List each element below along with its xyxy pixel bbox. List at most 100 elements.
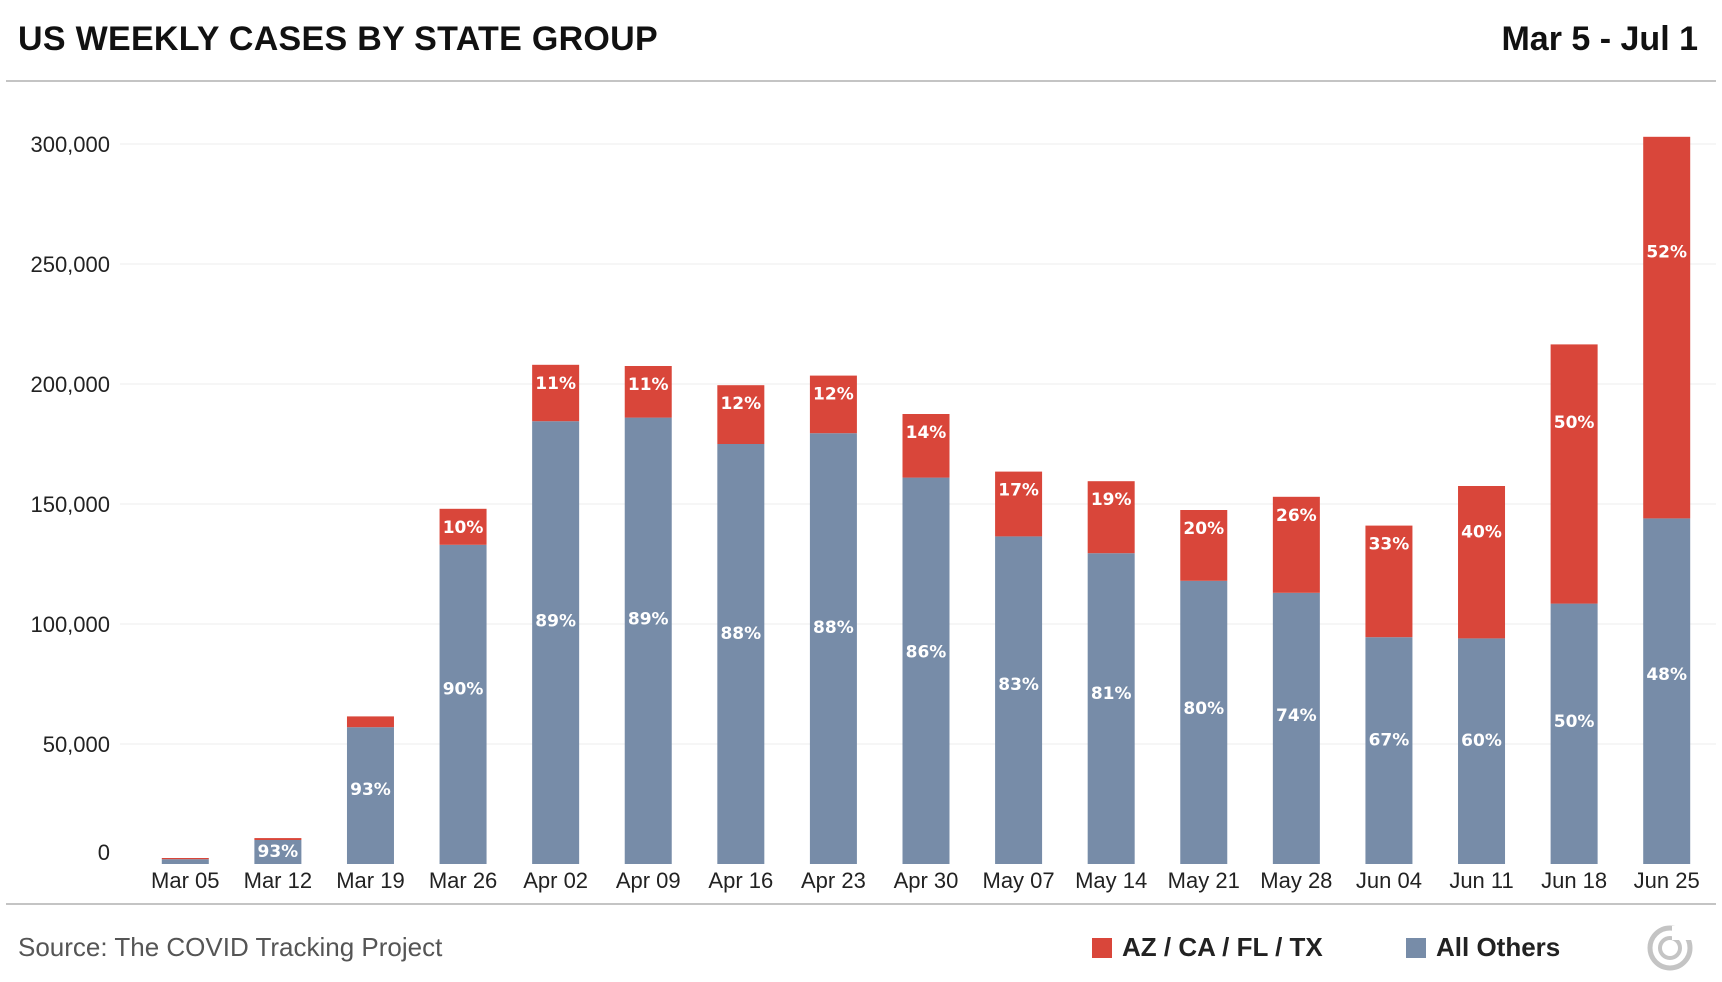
x-tick-label: Mar 19 [336,868,404,893]
bar-az-ca-fl-tx [717,385,765,444]
bar-az-ca-fl-tx [624,366,672,418]
data-label-az-ca-fl-tx: 12% [720,394,761,414]
data-label-all-others: 86% [906,642,947,662]
x-tick-label: Mar 12 [244,868,312,893]
data-label-all-others: 88% [813,618,854,638]
x-tick-label: Jun 18 [1541,868,1607,893]
bar-all-others [254,840,302,864]
bar-all-others [346,727,394,864]
bar-all-others [1272,592,1320,864]
bar-all-others [439,544,487,864]
x-tick-label: Mar 05 [151,868,219,893]
x-tick-label: May 07 [983,868,1055,893]
date-range: Mar 5 - Jul 1 [1501,20,1698,58]
bar-all-others [1643,518,1691,864]
bar-all-others [532,421,580,864]
bar-az-ca-fl-tx [532,364,580,422]
y-tick-label: 250,000 [30,252,110,277]
x-tick-label: May 28 [1260,868,1332,893]
data-label-all-others: 89% [628,609,669,629]
y-axis: 0 50,000 100,000 150,000 200,000 250,000 300,0… [30,132,110,865]
data-label-all-others: 80% [1183,699,1224,719]
data-label-all-others: 93% [350,780,391,800]
bar-az-ca-fl-tx [1365,525,1413,638]
bar-az-ca-fl-tx [254,838,302,840]
data-label-all-others: 50% [1554,712,1595,732]
data-label-all-others: 89% [535,611,576,631]
x-tick-label: Jun 11 [1449,868,1513,893]
bar-az-ca-fl-tx [1458,486,1506,639]
x-tick-label: Apr 16 [708,868,773,893]
x-tick-label: May 14 [1075,868,1147,893]
bar-az-ca-fl-tx [346,716,394,728]
data-label-az-ca-fl-tx: 26% [1276,506,1317,526]
legend-label-az-ca-fl-tx: AZ / CA / FL / TX [1122,932,1323,962]
y-tick-label: 200,000 [30,372,110,397]
bar-az-ca-fl-tx [161,858,209,860]
y-tick-label: 0 [98,840,110,865]
bar-all-others [809,433,857,864]
x-tick-label: Jun 25 [1634,868,1700,893]
bar-az-ca-fl-tx [1643,136,1691,519]
x-tick-label: Apr 30 [894,868,959,893]
legend-swatch-all-others [1406,937,1426,958]
legend-label-all-others: All Others [1436,932,1561,962]
x-axis: Mar 05 Mar 12 Mar 19 Mar 26 Apr 02 Apr 09 Apr … [151,868,1700,893]
bar-all-others [161,859,209,864]
bar-az-ca-fl-tx [1180,510,1228,581]
data-label-all-others: 48% [1646,665,1687,685]
bars: 93% 93% 90% 10% 89% 11% 89% 11% 88% 12% 88% 12% 86% 1… [161,136,1691,864]
y-tick-label: 300,000 [30,132,110,157]
bar-all-others [1365,637,1413,864]
data-label-az-ca-fl-tx: 20% [1183,519,1224,539]
legend-item-all-others: All Others [1406,932,1560,963]
bar-all-others [1180,580,1228,864]
bar-az-ca-fl-tx [1272,496,1320,593]
bar-all-others [902,477,950,864]
data-label-all-others: 93% [258,842,299,862]
data-label-all-others: 81% [1091,684,1132,704]
data-label-az-ca-fl-tx: 52% [1646,242,1687,262]
bar-all-others [624,417,672,864]
x-tick-label: Apr 09 [616,868,681,893]
bar-all-others [1550,603,1598,864]
data-label-all-others: 88% [720,624,761,644]
data-label-az-ca-fl-tx: 11% [628,375,669,395]
data-label-az-ca-fl-tx: 50% [1554,413,1595,433]
data-label-all-others: 90% [443,679,484,699]
chart-title: US WEEKLY CASES BY STATE GROUP [18,20,659,58]
bar-az-ca-fl-tx [439,508,487,545]
source-note: Source: The COVID Tracking Project [18,932,443,962]
x-tick-label: May 21 [1168,868,1240,893]
data-label-az-ca-fl-tx: 14% [906,423,947,443]
data-label-az-ca-fl-tx: 17% [998,481,1039,501]
x-tick-label: Jun 04 [1356,868,1422,893]
y-tick-label: 100,000 [30,612,110,637]
y-tick-label: 150,000 [30,492,110,517]
legend-swatch-az-ca-fl-tx [1092,937,1112,958]
data-label-az-ca-fl-tx: 11% [535,374,576,394]
data-label-all-others: 67% [1369,730,1410,750]
data-label-az-ca-fl-tx: 33% [1369,535,1410,555]
bar-all-others [1458,638,1506,864]
data-label-az-ca-fl-tx: 40% [1461,523,1502,543]
x-tick-label: Mar 26 [429,868,497,893]
covid-tracking-logo-icon [1647,925,1694,971]
bar-az-ca-fl-tx [809,375,857,434]
bar-all-others [995,536,1043,864]
bar-az-ca-fl-tx [995,471,1043,537]
data-label-az-ca-fl-tx: 10% [443,518,484,538]
x-tick-label: Apr 02 [523,868,588,893]
data-label-all-others: 83% [998,675,1039,695]
x-tick-label: Apr 23 [801,868,866,893]
y-tick-label: 50,000 [43,732,110,757]
data-label-az-ca-fl-tx: 12% [813,385,854,405]
data-label-all-others: 74% [1276,706,1317,726]
bar-az-ca-fl-tx [902,414,950,478]
data-label-all-others: 60% [1461,731,1502,751]
data-label-az-ca-fl-tx: 19% [1091,490,1132,510]
bar-az-ca-fl-tx [1550,344,1598,604]
bar-all-others [1087,553,1135,864]
legend-item-az-ca-fl-tx: AZ / CA / FL / TX [1092,932,1323,963]
